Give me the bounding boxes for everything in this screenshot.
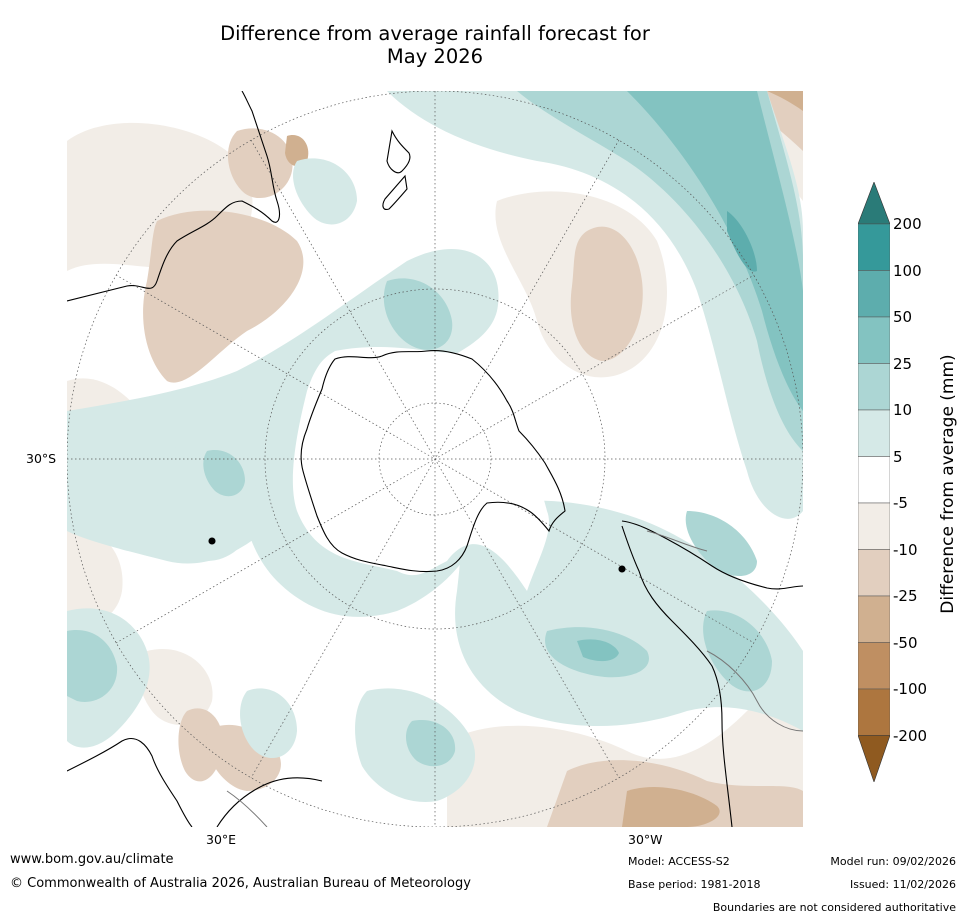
colorbar-tick-label: 50 [893,308,913,326]
colorbar-tick-label: 5 [893,447,903,466]
colorbar-tick-label: -5 [893,494,908,512]
colorbar-segment [858,502,890,550]
colorbar-tick-label: 200 [893,215,922,233]
country-borders [226,530,803,827]
colorbar-label: Difference from average (mm) [938,354,958,614]
colorbar-tick-label: 10 [893,401,913,419]
colorbar-tick-label: -25 [893,587,918,605]
colorbar-tick-label: -200 [893,726,928,745]
new-zealand-coast [386,129,411,174]
south-america-west [621,525,733,827]
footer-model-run: Model run: 09/02/2026 [830,855,956,868]
africa-east [216,777,323,827]
lon-label-30e: 30°E [206,832,237,847]
map-panel[interactable] [67,91,803,827]
footer-url[interactable]: www.bom.gov.au/climate [10,852,174,867]
title-line-1: Difference from average rainfall forecas… [220,22,650,45]
africa-coast [67,738,193,827]
colorbar-over-arrow [858,182,890,225]
antarctic-interior [292,347,549,591]
colorbar-segment [858,316,890,364]
colorbar-segments [858,182,890,782]
colorbar-segment [858,549,890,597]
graticule [67,91,803,827]
footer-base-period: Base period: 1981-2018 [628,878,761,891]
colorbar-segment [858,688,890,736]
colorbar-segment [858,223,890,271]
colorbar-segment [858,595,890,643]
footer-copyright: © Commonwealth of Australia 2026, Austra… [10,876,471,891]
colorbar-tick-label: 25 [893,354,913,373]
antarctica-coast [300,349,566,573]
lon-label-30w: 30°W [628,832,663,847]
colorbar-segment [858,363,890,411]
colorbar-segment [858,642,890,690]
footer-issued: Issued: 11/02/2026 [849,878,956,891]
title-line-2: May 2026 [386,45,484,68]
colorbar-tick-label: -50 [893,633,918,652]
colorbar-under-arrow [858,735,890,782]
map-title: Difference from average rainfall forecas… [67,22,803,68]
colorbar-segment [858,456,890,504]
colorbar-tick-label: -10 [893,540,918,559]
new-zealand-south [382,174,408,210]
map-svg [67,91,803,827]
colorbar-tick-label: 100 [893,261,922,280]
colorbar-segment [858,409,890,457]
colorbar-segment [858,270,890,318]
footer-model: Model: ACCESS-S2 [628,855,730,868]
footer-disclaimer: Boundaries are not considered authoritat… [712,901,956,914]
australia-coast [67,91,281,302]
colorbar [858,182,890,782]
lat-label-30s: 30°S [26,451,57,466]
colorbar-tick-label: -100 [893,680,928,698]
south-america-coast [621,520,803,590]
coastlines [67,91,803,827]
